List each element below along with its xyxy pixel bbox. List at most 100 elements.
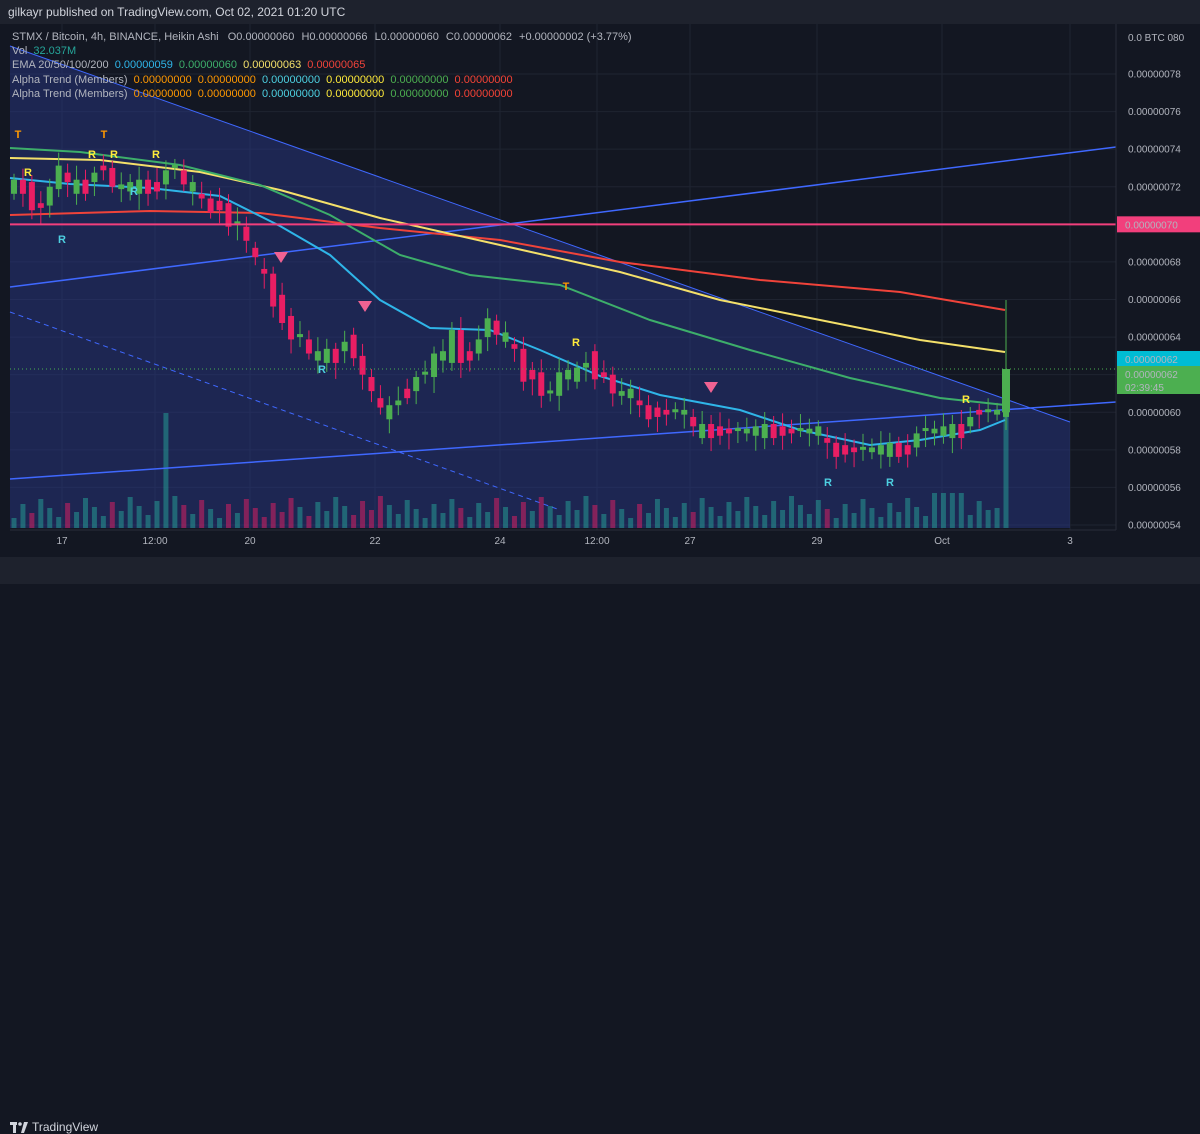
candle-body[interactable] — [994, 409, 1001, 415]
candle-body[interactable] — [976, 409, 983, 415]
candle-body[interactable] — [64, 172, 71, 183]
candle-body[interactable] — [225, 203, 232, 227]
candle-body[interactable] — [314, 351, 321, 361]
candle-body[interactable] — [636, 400, 643, 406]
candle-body[interactable] — [895, 442, 902, 457]
candle-body[interactable] — [985, 409, 992, 413]
candle-body[interactable] — [824, 438, 831, 443]
candle-body[interactable] — [377, 398, 384, 408]
candle-body[interactable] — [779, 426, 786, 436]
candle-body[interactable] — [842, 445, 849, 455]
candle-body[interactable] — [520, 348, 527, 382]
candle-body[interactable] — [609, 374, 616, 394]
candle-body[interactable] — [574, 367, 581, 382]
candle-body[interactable] — [529, 369, 536, 380]
support-trendline[interactable] — [9, 401, 1117, 480]
candle-body[interactable] — [145, 179, 152, 194]
candle-body[interactable] — [252, 247, 259, 258]
candle-body[interactable] — [422, 371, 429, 375]
candle-body[interactable] — [100, 165, 107, 171]
candle-body[interactable] — [296, 334, 303, 338]
candle-body[interactable] — [109, 167, 116, 187]
candle-body[interactable] — [565, 369, 572, 380]
alpha1-label[interactable]: Alpha Trend (Members) — [12, 73, 128, 86]
candle-body[interactable] — [350, 334, 357, 359]
tradingview-brand[interactable]: TradingView — [10, 1120, 98, 1134]
candle-body[interactable] — [958, 423, 965, 439]
candle-body[interactable] — [806, 428, 813, 434]
candle-body[interactable] — [413, 377, 420, 392]
candle-body[interactable] — [234, 221, 241, 225]
candle-body[interactable] — [547, 390, 554, 394]
candle-body[interactable] — [868, 447, 875, 453]
candle-body[interactable] — [717, 426, 724, 436]
candle-body[interactable] — [645, 405, 652, 420]
candle-body[interactable] — [279, 294, 286, 323]
candle-body[interactable] — [91, 172, 98, 183]
candle-body[interactable] — [261, 268, 268, 274]
candle-body[interactable] — [19, 179, 26, 194]
candle-body[interactable] — [654, 407, 661, 417]
candle-body[interactable] — [690, 416, 697, 427]
candle-body[interactable] — [851, 447, 858, 453]
candle-body[interactable] — [833, 442, 840, 457]
candle-body[interactable] — [681, 409, 688, 415]
candle-body[interactable] — [922, 428, 929, 432]
candle-body[interactable] — [618, 391, 625, 396]
candle-body[interactable] — [949, 423, 956, 439]
candle-body[interactable] — [493, 320, 500, 335]
candle-body[interactable] — [708, 423, 715, 439]
candle-body[interactable] — [448, 330, 455, 363]
candle-body[interactable] — [877, 445, 884, 455]
candle-body[interactable] — [395, 400, 402, 406]
candle-body[interactable] — [127, 182, 134, 192]
candle-body[interactable] — [288, 315, 295, 340]
candle-body[interactable] — [457, 330, 464, 363]
candle-body[interactable] — [484, 318, 491, 338]
candle-body[interactable] — [582, 362, 589, 368]
candle-body[interactable] — [886, 442, 893, 457]
last-candle-body[interactable] — [1002, 369, 1010, 413]
candle-body[interactable] — [243, 226, 250, 241]
candle-body[interactable] — [118, 184, 125, 190]
candle-body[interactable] — [663, 409, 670, 415]
ascending-trendline[interactable] — [9, 146, 1117, 288]
candle-body[interactable] — [55, 165, 62, 190]
plot-area[interactable] — [10, 24, 1116, 530]
candle-body[interactable] — [37, 203, 44, 208]
candle-body[interactable] — [404, 388, 411, 399]
candle-body[interactable] — [341, 341, 348, 352]
candle-body[interactable] — [913, 433, 920, 448]
candle-body[interactable] — [904, 445, 911, 455]
candle-body[interactable] — [725, 428, 732, 434]
candle-body[interactable] — [627, 388, 634, 399]
price-scale[interactable] — [1116, 24, 1200, 530]
candle-body[interactable] — [216, 200, 223, 211]
candle-body[interactable] — [180, 170, 187, 185]
candle-body[interactable] — [815, 426, 822, 436]
candle-body[interactable] — [502, 332, 509, 342]
candle-body[interactable] — [752, 426, 759, 436]
vol-label[interactable]: Vol — [12, 45, 28, 58]
candle-body[interactable] — [511, 344, 518, 349]
candle-body[interactable] — [162, 170, 169, 185]
candle-body[interactable] — [439, 351, 446, 361]
candle-body[interactable] — [11, 179, 17, 194]
candle-body[interactable] — [305, 339, 312, 354]
candle-body[interactable] — [931, 428, 938, 434]
candle-body[interactable] — [761, 423, 768, 439]
candle-body[interactable] — [46, 186, 53, 206]
candle-body[interactable] — [136, 179, 143, 194]
candle-body[interactable] — [797, 428, 804, 432]
candle-body[interactable] — [940, 426, 947, 436]
candle-body[interactable] — [28, 182, 35, 211]
candle-body[interactable] — [332, 348, 339, 363]
candle-body[interactable] — [556, 372, 563, 396]
candle-body[interactable] — [73, 179, 80, 194]
candle-body[interactable] — [198, 193, 205, 199]
candle-body[interactable] — [591, 351, 598, 380]
candle-body[interactable] — [270, 273, 277, 307]
candle-body[interactable] — [734, 428, 741, 432]
candle-body[interactable] — [171, 164, 178, 168]
